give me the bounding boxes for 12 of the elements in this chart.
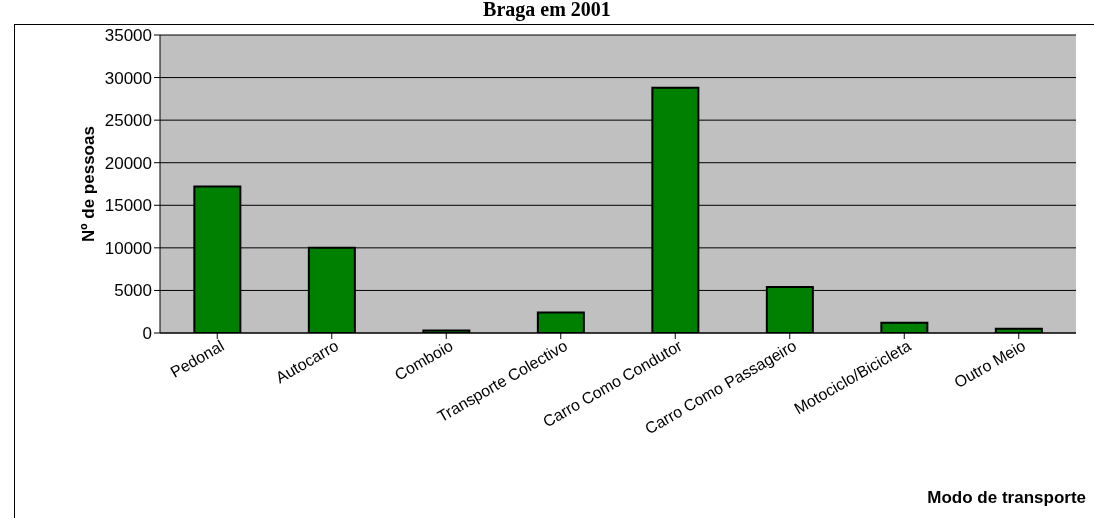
y-tick-label: 20000 (104, 153, 152, 173)
y-tick-label: 25000 (104, 111, 152, 131)
y-tick-label: 35000 (104, 26, 152, 46)
y-tick-label: 0 (142, 324, 152, 344)
y-tick-label: 10000 (104, 238, 152, 258)
y-tick-label: 15000 (104, 196, 152, 216)
x-axis-title: Modo de transporte (927, 488, 1086, 508)
x-tick-label: Outro Meio (951, 336, 1029, 392)
y-tick-label: 5000 (114, 281, 152, 301)
chart-title: Braga em 2001 (482, 0, 612, 21)
y-axis-title: Nº de pessoas (79, 126, 99, 242)
y-tick-label: 30000 (104, 68, 152, 88)
